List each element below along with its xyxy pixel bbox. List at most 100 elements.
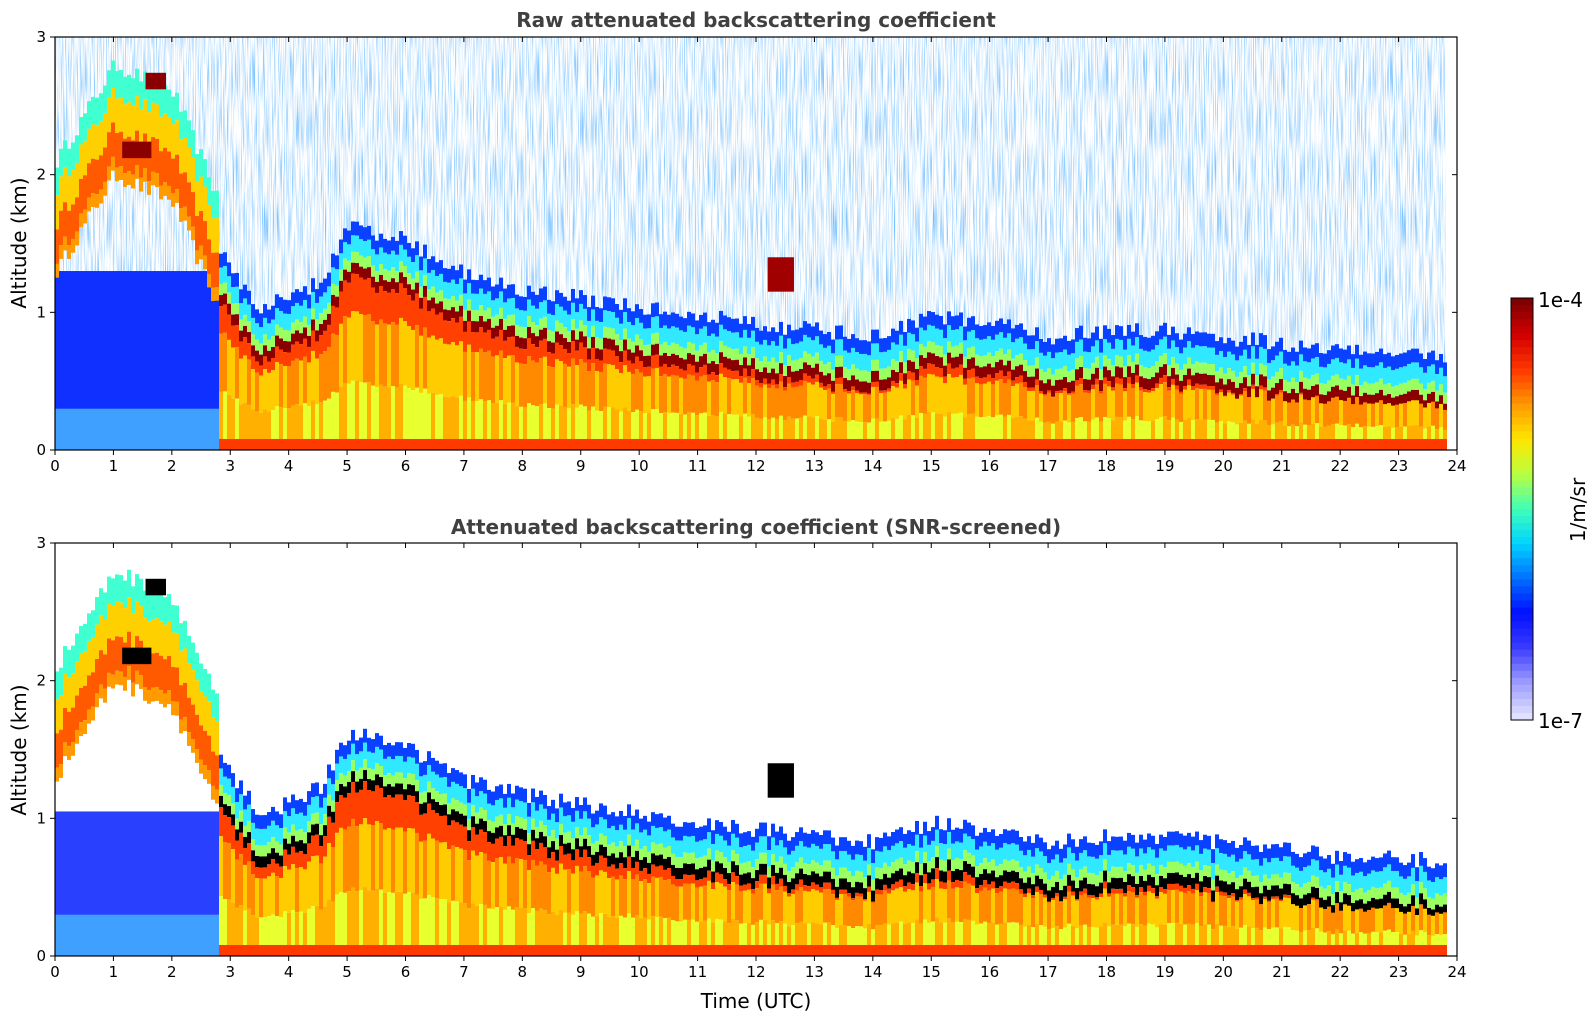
heat-cell [123, 76, 127, 105]
heat-cell [1087, 338, 1091, 353]
heat-cell [863, 860, 867, 878]
heat-cell [159, 914, 163, 956]
heat-cell [119, 602, 123, 638]
heat-cell [91, 706, 95, 721]
heat-cell [347, 271, 351, 283]
heat-cell [283, 408, 287, 439]
heat-cell [1131, 345, 1135, 362]
heat-cell [1223, 396, 1227, 424]
heat-cell [287, 854, 291, 870]
heat-cell [263, 867, 267, 879]
heat-cell [703, 885, 707, 921]
heat-cell [715, 382, 719, 417]
heat-cell [331, 294, 335, 306]
heat-cell [1055, 438, 1059, 450]
heat-cell [239, 404, 243, 439]
heat-cell [1207, 363, 1211, 376]
heat-cell [851, 944, 855, 956]
heat-cell [223, 293, 227, 305]
heat-cell [503, 358, 507, 405]
heat-cell [543, 808, 547, 826]
heat-cell [771, 341, 775, 358]
heat-cell [951, 377, 955, 414]
heat-cell [1203, 865, 1207, 877]
heat-cell [867, 422, 871, 439]
heat-cell [859, 422, 863, 439]
heat-cell [911, 884, 915, 891]
heat-cell [263, 917, 267, 945]
heat-cell [943, 944, 947, 956]
heat-cell [259, 375, 263, 413]
heat-cell [747, 416, 751, 439]
heat-cell [1383, 367, 1387, 385]
heat-cell [815, 846, 819, 863]
heat-cell [819, 344, 823, 361]
heat-cell [655, 827, 659, 845]
heat-cell [1435, 360, 1439, 374]
heat-cell [559, 863, 563, 910]
heat-cell [1391, 405, 1395, 428]
heat-cell [155, 76, 159, 105]
heat-cell [543, 403, 547, 439]
heat-cell [135, 408, 139, 450]
heat-cell [99, 93, 103, 121]
heat-cell [855, 854, 859, 871]
heat-cell [323, 944, 327, 956]
x-tick-label: 22 [1331, 457, 1350, 475]
heat-cell [663, 311, 667, 326]
heat-cell [691, 354, 695, 366]
heat-cell [1067, 944, 1071, 956]
heat-cell [1199, 926, 1203, 945]
heat-cell [507, 314, 511, 326]
heat-cell [187, 732, 191, 746]
heat-cell [1283, 380, 1287, 392]
heat-cell [251, 317, 255, 335]
heat-cell [1211, 389, 1215, 420]
heat-cell [107, 638, 111, 673]
heat-cell [1219, 351, 1223, 368]
heat-cell [487, 277, 491, 292]
heat-cell [763, 438, 767, 450]
heat-cell [751, 369, 755, 379]
heat-cell [487, 803, 491, 821]
heat-cell [1027, 893, 1031, 925]
heat-cell [1075, 888, 1079, 900]
heat-cell [1159, 886, 1163, 893]
heat-cell [999, 864, 1003, 876]
heat-cell [851, 390, 855, 421]
heat-cell [527, 315, 531, 327]
heat-cell [179, 811, 183, 956]
heat-cell [1063, 844, 1067, 859]
heat-cell [523, 908, 527, 945]
heat-cell [503, 404, 507, 439]
heat-cell [1043, 422, 1047, 439]
heat-cell [1211, 862, 1215, 880]
heat-cell [947, 341, 951, 353]
heat-cell [1407, 363, 1411, 381]
heat-cell [179, 271, 183, 450]
heat-cell [1159, 366, 1163, 378]
heat-cell [1019, 836, 1023, 851]
heat-cell [939, 944, 943, 956]
heat-cell [855, 840, 859, 855]
heat-cell [735, 370, 739, 380]
heat-cell [919, 886, 923, 892]
heat-cell [891, 944, 895, 956]
heat-cell [567, 815, 571, 832]
heat-cell [1095, 927, 1099, 945]
heat-cell [463, 279, 467, 294]
heat-cell [91, 271, 95, 450]
heat-cell [391, 786, 395, 798]
heat-cell [1023, 841, 1027, 856]
heat-cell [1139, 848, 1143, 865]
heat-cell [903, 332, 907, 346]
heat-cell [287, 330, 291, 342]
heat-cell [1111, 335, 1115, 349]
heat-cell [779, 840, 783, 857]
heat-cell [863, 899, 867, 901]
heat-cell [559, 405, 563, 439]
heat-cell [967, 822, 971, 837]
heat-cell [895, 372, 899, 384]
heat-cell [171, 632, 175, 667]
heat-cell [1099, 421, 1103, 439]
